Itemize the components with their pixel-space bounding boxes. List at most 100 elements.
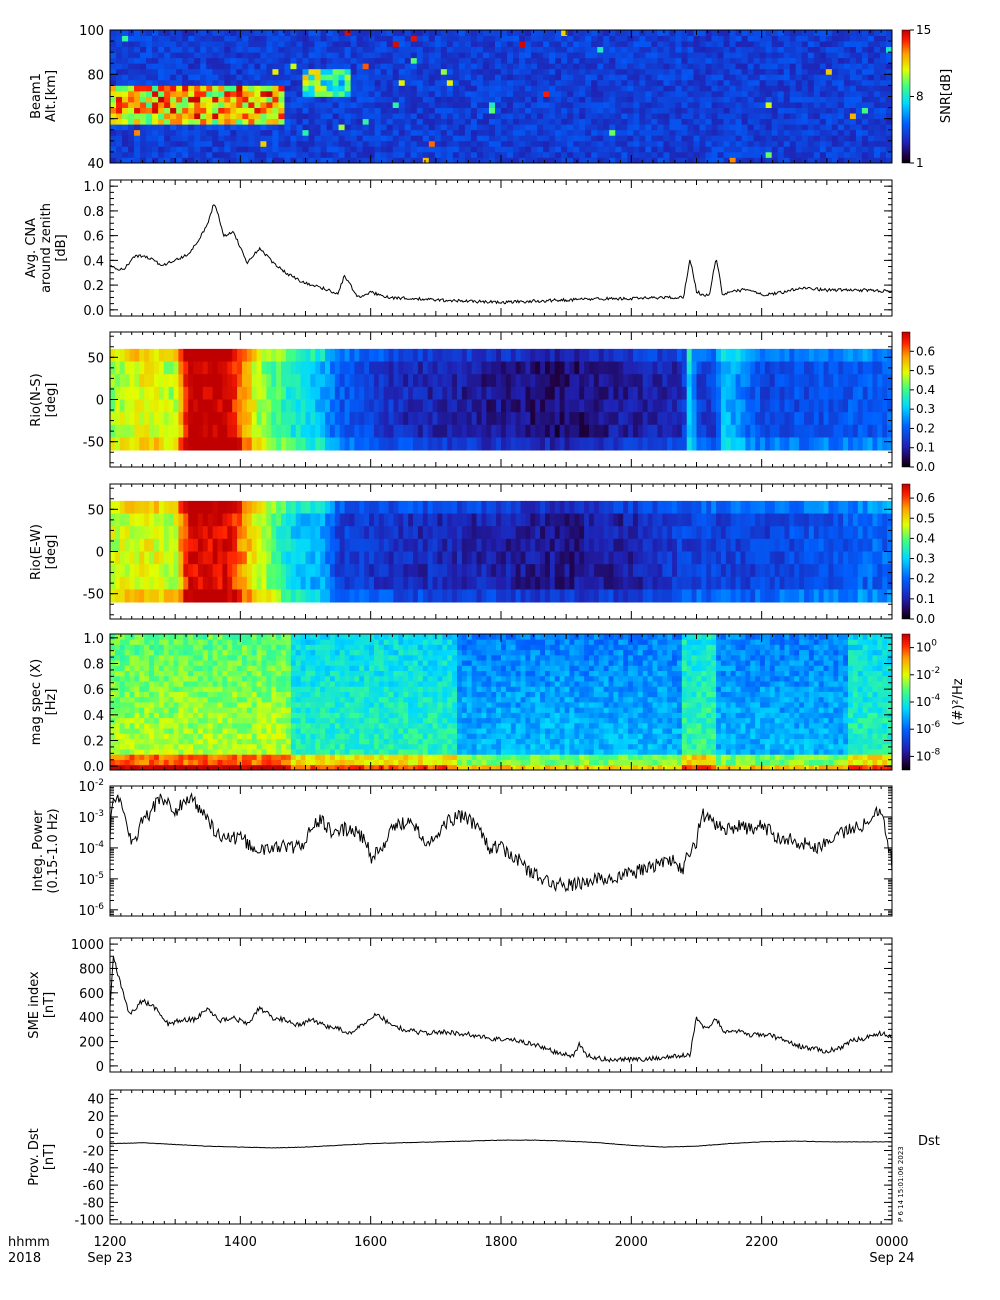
- rio_ns-cell: [212, 374, 218, 388]
- beam1-cell: [212, 30, 219, 36]
- beam1-cell: [128, 96, 135, 103]
- beam1-cell: [753, 68, 761, 75]
- rio_ns-cell: [672, 386, 678, 400]
- beam1-cell: [488, 63, 496, 70]
- beam1-cell: [458, 146, 466, 153]
- beam1-cell: [789, 30, 797, 36]
- beam1-cell: [248, 96, 255, 103]
- beam1-cell: [206, 124, 213, 131]
- rio_ns-cell: [452, 386, 458, 400]
- beam1-cell: [843, 79, 851, 86]
- beam1-cell: [260, 135, 267, 142]
- rio_ns-cell: [129, 424, 135, 438]
- rio_ns-cell: [750, 399, 756, 413]
- beam1-cell: [729, 96, 736, 103]
- rio_ns-cell: [843, 412, 849, 426]
- beam1-cell: [873, 140, 881, 147]
- beam1-cell: [681, 74, 688, 81]
- beam1-cell: [855, 35, 863, 42]
- beam1-cell: [819, 68, 827, 75]
- beam1-cell: [182, 52, 189, 59]
- beam1-cell: [513, 85, 520, 92]
- rio_ns-cell: [398, 424, 404, 438]
- beam1-cell: [501, 85, 508, 92]
- beam1-cell: [507, 96, 514, 103]
- rio_ns-cell: [461, 386, 468, 400]
- beam1-cell: [128, 129, 135, 136]
- beam1-cell: [440, 96, 448, 103]
- beam1-cell: [681, 129, 688, 136]
- beam1-cell: [374, 102, 382, 108]
- beam1-cell: [657, 157, 664, 164]
- beam1-cell: [242, 102, 249, 108]
- beam1-cell: [585, 46, 592, 53]
- rio_ns-cell: [466, 386, 473, 400]
- beam1-cell: [392, 74, 400, 81]
- beam1-cell: [627, 68, 634, 75]
- rio_ns-cell: [843, 424, 849, 438]
- beam1-cell: [819, 107, 827, 114]
- beam1-cell: [284, 74, 291, 81]
- rio_ns-cell: [603, 424, 609, 438]
- beam1-cell: [410, 151, 418, 158]
- beam1-cell: [513, 57, 520, 64]
- beam1-cell: [158, 46, 165, 53]
- beam1-cell: [657, 41, 664, 48]
- beam1-cell: [272, 35, 279, 42]
- beam1-cell: [122, 41, 129, 48]
- beam1-cell: [344, 30, 352, 36]
- beam1-cell: [212, 118, 219, 125]
- beam1-cell: [254, 96, 261, 103]
- beam1-cell: [488, 102, 496, 108]
- rio_ns-cell: [183, 348, 189, 362]
- beam1-cell: [819, 129, 827, 136]
- beam1-cell: [422, 157, 430, 164]
- beam1-cell: [362, 113, 370, 120]
- beam1-cell: [368, 46, 376, 53]
- beam1-cell: [507, 30, 514, 36]
- beam1-cell: [759, 118, 767, 125]
- beam1-cell: [705, 129, 712, 136]
- rio_ns-cell: [442, 399, 448, 413]
- rio_ns-cell: [735, 399, 741, 413]
- rio_ns-cell: [725, 424, 732, 438]
- beam1-cell: [621, 157, 628, 164]
- beam1-cell: [771, 46, 779, 53]
- rio_ns-cell: [848, 412, 854, 426]
- beam1-cell: [320, 85, 327, 92]
- beam1-cell: [374, 79, 382, 86]
- beam1-cell: [476, 41, 484, 48]
- beam1-cell: [573, 74, 580, 81]
- beam1-cell: [747, 63, 755, 70]
- beam1-cell: [789, 135, 797, 142]
- beam1-cell: [633, 79, 640, 86]
- beam1-cell: [807, 151, 815, 158]
- beam1-cell: [603, 146, 610, 153]
- rio_ns-cell: [139, 361, 145, 375]
- rio_ns-cell: [173, 399, 179, 413]
- beam1-cell: [669, 63, 676, 70]
- rio_ns-cell: [290, 348, 297, 362]
- beam1-cell: [320, 57, 327, 64]
- rio_ns-cell: [569, 348, 575, 362]
- rio_ns-cell: [740, 399, 746, 413]
- beam1-cell: [140, 102, 147, 108]
- rio_ns-cell: [422, 374, 429, 388]
- rio_ns-cell: [432, 424, 438, 438]
- beam1-cell: [134, 68, 141, 75]
- rio_ns-cell: [588, 412, 595, 426]
- beam1-cell: [188, 96, 195, 103]
- y-tick-label: 0.6: [83, 230, 104, 245]
- beam1-cell: [278, 90, 285, 97]
- rio_ns-cell: [373, 374, 380, 388]
- rio_ns-cell: [843, 361, 849, 375]
- beam1-cell: [825, 30, 833, 36]
- beam1-cell: [501, 107, 508, 114]
- rio_ns-cell: [843, 399, 849, 413]
- beam1-cell: [813, 113, 821, 120]
- rio_ns-cell: [359, 437, 365, 451]
- rio_ns-cell: [730, 437, 736, 451]
- beam1-cell: [615, 146, 622, 153]
- beam1-cell: [783, 30, 791, 36]
- beam1-cell: [885, 96, 893, 103]
